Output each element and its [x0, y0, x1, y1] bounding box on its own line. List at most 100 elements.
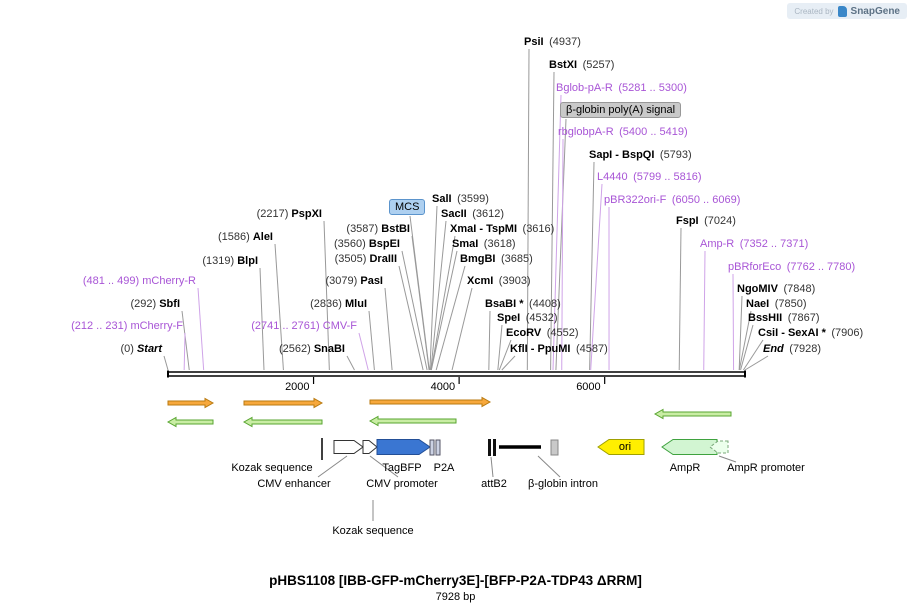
site-name: BstBI	[381, 223, 410, 235]
plasmid-length: 7928 bp	[435, 591, 476, 603]
green-primer-arrow-6	[368, 415, 457, 427]
callout-line-blpi	[259, 267, 265, 371]
site-position: (7762 .. 7780)	[781, 261, 856, 273]
cmv-promoter-arrow	[362, 440, 378, 454]
site-position: (3079)	[325, 275, 361, 287]
callout-line-l4440	[590, 183, 603, 371]
callout-line-mcherry-r	[197, 287, 205, 371]
site-label-sali: SalI (3599)	[432, 192, 489, 206]
site-name: XmaI - TspMI	[450, 223, 518, 235]
site-label-sacii: SacII (3612)	[441, 207, 504, 221]
site-position: (3903)	[493, 275, 531, 287]
callout-line-pasi	[384, 287, 393, 371]
site-name: mCherry-F	[130, 320, 183, 332]
tagbfp-arrow	[376, 439, 431, 455]
callout-line-snabi	[346, 355, 355, 371]
callout-line-start	[163, 355, 169, 371]
scale-tick-label-4000: 4000	[430, 381, 456, 393]
ampr-promoter-arrow	[709, 440, 729, 454]
callout-line-alei	[274, 243, 284, 371]
site-position: (6050 .. 6069)	[666, 194, 741, 206]
feature-label-globin-intron-7: β-globin intron	[528, 478, 598, 490]
site-label-bmgbi: BmgBI (3685)	[460, 252, 533, 266]
site-label-naei: NaeI (7850)	[746, 297, 807, 311]
callout-line-smai	[430, 250, 458, 371]
site-name: BsaBI *	[485, 298, 524, 310]
feature-label-ampr-9: AmpR	[669, 462, 701, 474]
ori-arrow	[597, 439, 645, 455]
site-position: (3616)	[517, 223, 555, 235]
site-label-kfli-ppumi: KflI - PpuMI (4587)	[510, 342, 608, 356]
site-label-ngomiv: NgoMIV (7848)	[737, 282, 815, 296]
p2a-box-2	[435, 439, 441, 456]
orange-primer-arrow-2	[243, 397, 324, 409]
site-name: SalI	[432, 193, 452, 205]
feature-connector-3	[490, 456, 494, 478]
attb2-bar-2	[493, 439, 496, 456]
site-label-amp-r: Amp-R (7352 .. 7371)	[700, 237, 808, 251]
site-name: SpeI	[497, 312, 521, 324]
site-name: MluI	[345, 298, 367, 310]
callout-line-mcherry-f	[183, 332, 186, 371]
site-position: (2562)	[278, 343, 314, 355]
site-label-pspxi: (2217) PspXI	[257, 207, 322, 221]
site-position: (7928)	[783, 343, 822, 355]
orange-primer-arrow-1	[167, 397, 215, 409]
site-name: PasI	[360, 275, 383, 287]
site-name: PsiI	[524, 36, 544, 48]
site-label-pbrforeco: pBRforEco (7762 .. 7780)	[728, 260, 855, 274]
site-label-xmai-tspmi: XmaI - TspMI (3616)	[450, 222, 554, 236]
site-name: NgoMIV	[737, 283, 778, 295]
site-name: Amp-R	[700, 238, 735, 250]
site-name: KflI - PpuMI	[510, 343, 571, 355]
site-position: (4937)	[543, 36, 581, 48]
site-label-bspei: (3560) BspEI	[334, 237, 400, 251]
polya-signal-box	[550, 439, 559, 456]
callout-line-draiii	[398, 265, 424, 371]
site-label-pbr322ori-f: pBR322ori-F (6050 .. 6069)	[604, 193, 740, 207]
site-position: (3587)	[346, 223, 382, 235]
site-name: XcmI	[467, 275, 494, 287]
site-name: SapI - BspQI	[589, 149, 655, 161]
callout-line-spei	[497, 324, 503, 371]
site-label-mcs: MCS	[389, 199, 426, 215]
callout-line-fspi	[678, 227, 682, 371]
site-name: FspI	[676, 215, 699, 227]
site-name: Bglob-pA-R	[556, 82, 613, 94]
site-position: (3618)	[478, 238, 516, 250]
callout-line-kfli-ppumi	[501, 355, 516, 371]
site-name: BssHII	[748, 312, 783, 324]
callout-line-end	[744, 355, 769, 371]
site-label-cmv-f: (2741 .. 2761) CMV-F	[251, 319, 357, 333]
p2a-box-1	[429, 439, 435, 456]
callout-line-amp-r	[703, 250, 706, 371]
site-label-bstbi: (3587) BstBI	[346, 222, 410, 236]
site-label-mcherry-r: (481 .. 499) mCherry-R	[83, 274, 196, 288]
site-name: BmgBI	[460, 253, 496, 265]
site-position: (7352 .. 7371)	[734, 238, 809, 250]
callout-line-sali	[429, 205, 438, 371]
site-label-l4440: L4440 (5799 .. 5816)	[597, 170, 702, 184]
feature-connector-1	[317, 455, 348, 478]
site-name: rbglobpA-R	[558, 126, 614, 138]
site-name: BspEI	[368, 238, 400, 250]
site-position: (2217)	[256, 208, 292, 220]
site-label-fspi: FspI (7024)	[676, 214, 736, 228]
watermark-brand: SnapGene	[850, 5, 900, 17]
site-position: (2741 .. 2761)	[251, 320, 323, 332]
green-primer-arrow-7	[653, 408, 732, 420]
site-position: (3612)	[466, 208, 504, 220]
site-label-sapi-bspqi: SapI - BspQI (5793)	[589, 148, 692, 162]
callout-line-pspxi	[323, 220, 330, 371]
callout-line-ngomiv	[738, 295, 743, 371]
site-label-bglob-pa-r: Bglob-pA-R (5281 .. 5300)	[556, 81, 687, 95]
callout-line-pbrforeco	[732, 273, 735, 371]
site-name: DraIII	[369, 253, 397, 265]
orange-primer-arrow-3	[369, 396, 492, 408]
attb2-bar-1	[488, 439, 491, 456]
site-position: (4587)	[570, 343, 608, 355]
site-label-smai: SmaI (3618)	[452, 237, 516, 251]
callout-line-globin-poly-a-signal	[555, 118, 567, 371]
